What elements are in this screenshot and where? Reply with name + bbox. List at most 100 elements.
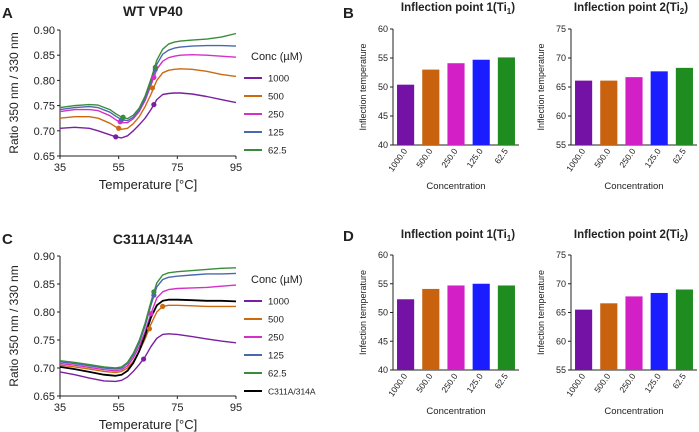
inflection-marker-62-5 (152, 64, 158, 70)
bar-250-0 (447, 285, 465, 370)
x-tick-label: 55 (113, 162, 125, 174)
y-axis-label: Ratio 350 nm / 330 nm (7, 32, 21, 153)
bar-125-0 (650, 292, 668, 370)
series-line-1000 (59, 92, 237, 139)
x-axis-label: Concentration (604, 181, 663, 192)
x-axis-label: Concentration (426, 181, 485, 192)
x-tick-label: 1000.0 (564, 146, 587, 173)
y-tick-label: 0.80 (34, 307, 55, 319)
y-tick-label: 0.75 (34, 335, 55, 347)
bar-chart-b-inflection-1: Inflection point 1(Ti1) 40 45 50 55 60 Inflect… (358, 2, 519, 192)
bar-125-0 (472, 283, 490, 370)
bar-62-5 (497, 57, 515, 145)
y-tick-label: 0.65 (34, 391, 55, 403)
legend-label-1000: 1000 (268, 74, 289, 85)
y-tick-label: 50 (378, 308, 388, 318)
y-tick-label: 0.85 (34, 279, 55, 291)
y-tick-label: 55 (378, 279, 388, 289)
inflection-marker-500 (149, 85, 155, 91)
y-axis-label: Ratio 350 nm / 330 nm (7, 265, 21, 386)
x-tick-label: 35 (54, 402, 66, 414)
y-tick-label: 45 (378, 111, 388, 121)
bar-62-5 (675, 67, 693, 145)
y-tick-label: 0.70 (34, 126, 55, 138)
series-line-500 (59, 68, 237, 131)
bar-500-0 (600, 303, 618, 370)
panel-label-c: C (2, 231, 13, 248)
x-tick-label: 75 (171, 402, 183, 414)
y-tick-label: 0.80 (34, 75, 55, 87)
x-tick-label: 55 (113, 402, 125, 414)
x-tick-label: 500.0 (592, 371, 613, 394)
x-tick-label: 62.5 (670, 371, 688, 391)
panel-label-d: D (343, 228, 354, 245)
bar-125-0 (472, 59, 490, 145)
series-line-250 (59, 54, 237, 124)
bar-62-5 (675, 289, 693, 370)
bar-chart-b-inflection-2: Inflection point 2(Ti2) 55 60 65 70 75 Inflect… (536, 2, 697, 192)
x-tick-label: 62.5 (492, 371, 510, 391)
x-tick-label: 95 (230, 162, 242, 174)
y-tick-label: 60 (556, 111, 566, 121)
inflection-marker-1000 (141, 356, 147, 362)
inflection-marker-62-5 (151, 289, 157, 295)
bar-1000-0 (397, 84, 415, 145)
y-tick-label: 0.85 (34, 50, 55, 62)
x-tick-label: 500.0 (592, 146, 613, 169)
y-tick-label: 40 (378, 365, 388, 375)
x-tick-label: 125.0 (464, 146, 485, 169)
legend-title: Conc (µM) (251, 274, 303, 286)
line-chart-wt-vp40: WT VP40 0.65 0.70 0.75 0.80 0.85 0.90 35 55 75 95 T… (7, 3, 303, 192)
legend-label-500: 500 (268, 315, 284, 326)
legend-label-62-5: 62.5 (268, 369, 287, 380)
bar-chart-d-inflection-2: Inflection point 2(Ti2) 55 60 65 70 75 Infecti… (536, 229, 697, 417)
bar-62-5 (497, 285, 515, 370)
inflection-marker-1000 (113, 134, 119, 140)
inflection-marker-1000 (151, 101, 157, 108)
inflection-marker-250 (148, 311, 154, 317)
x-tick-label: 500.0 (414, 371, 435, 394)
series-line-1000 (59, 333, 237, 383)
chart-title: WT VP40 (123, 3, 183, 19)
bar-500-0 (422, 69, 440, 145)
y-tick-label: 65 (556, 308, 566, 318)
series-line-250 (59, 284, 237, 372)
legend-label-1000: 1000 (268, 297, 289, 308)
bar-250-0 (447, 63, 465, 145)
panel-label-a: A (2, 5, 13, 22)
inflection-marker-500 (116, 125, 122, 131)
y-tick-label: 75 (556, 250, 566, 260)
bar-500-0 (600, 80, 618, 145)
x-tick-label: 250.0 (617, 146, 638, 169)
y-tick-label: 55 (378, 53, 388, 63)
legend-label-125: 125 (268, 351, 284, 362)
x-tick-label: 35 (54, 162, 66, 174)
x-tick-label: 250.0 (439, 146, 460, 169)
y-tick-label: 0.65 (34, 151, 55, 163)
y-tick-label: 60 (378, 24, 388, 34)
legend-label-250: 250 (268, 110, 284, 121)
x-tick-label: 62.5 (492, 146, 510, 166)
bar-500-0 (422, 288, 440, 370)
inflection-marker-62-5 (120, 114, 126, 120)
legend-label-250: 250 (268, 333, 284, 344)
x-tick-label: 62.5 (670, 146, 688, 166)
series-line-125 (59, 44, 237, 122)
y-axis-label: Infection temperature (536, 270, 546, 355)
y-tick-label: 40 (378, 140, 388, 150)
y-tick-label: 70 (556, 279, 566, 289)
x-tick-label: 125.0 (642, 371, 663, 394)
line-chart-c311a-314a: C311A/314A 0.65 0.70 0.75 0.80 0.85 0.90 35 55 75… (7, 231, 316, 432)
panel-label-b: B (343, 5, 354, 22)
legend-label-500: 500 (268, 92, 284, 103)
x-tick-label: 1000.0 (386, 146, 409, 173)
x-tick-label: 75 (171, 162, 183, 174)
series-line-c311a-314a (59, 298, 237, 377)
y-tick-label: 0.70 (34, 363, 55, 375)
bar-125-0 (650, 71, 668, 145)
x-tick-label: 125.0 (642, 146, 663, 169)
y-tick-label: 0.90 (34, 25, 55, 37)
y-axis-label: Inflection temperature (536, 43, 546, 130)
chart-title: Inflection point 2(Ti2) (574, 229, 688, 243)
